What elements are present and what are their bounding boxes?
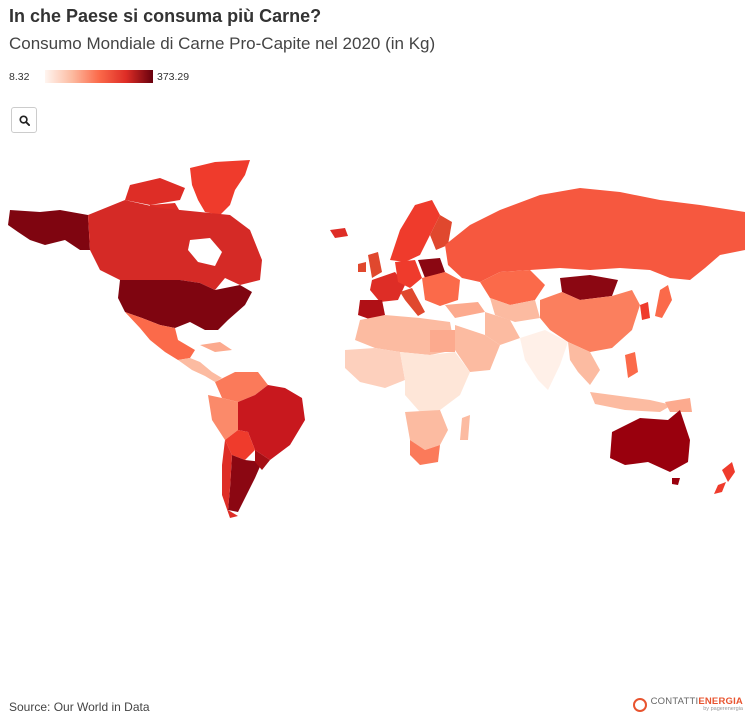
source-note: Source: Our World in Data	[9, 700, 150, 714]
zoom-button[interactable]	[11, 107, 37, 133]
legend-gradient	[45, 70, 153, 83]
country-madagascar[interactable]	[460, 415, 470, 440]
chart-subtitle: Consumo Mondiale di Carne Pro-Capite nel…	[9, 34, 436, 53]
world-map[interactable]	[0, 150, 751, 530]
logo-byline: by pagerenergia	[703, 705, 743, 712]
country-bolivia[interactable]	[225, 430, 255, 460]
country-france[interactable]	[370, 272, 405, 302]
country-poland[interactable]	[418, 258, 445, 278]
country-southeast-asia[interactable]	[568, 342, 600, 385]
country-turkey[interactable]	[445, 302, 485, 318]
country-papua[interactable]	[665, 398, 692, 412]
country-alaska[interactable]	[8, 210, 90, 250]
country-colombia-venezuela[interactable]	[215, 372, 268, 402]
search-icon	[18, 114, 30, 126]
hudson-bay	[188, 238, 222, 266]
country-egypt[interactable]	[430, 330, 455, 352]
country-finland[interactable]	[430, 215, 452, 250]
country-australia[interactable]	[610, 410, 690, 472]
country-central-america[interactable]	[178, 358, 222, 382]
country-mongolia[interactable]	[560, 275, 618, 300]
country-iceland[interactable]	[330, 228, 348, 238]
country-india[interactable]	[520, 330, 568, 390]
country-west-africa[interactable]	[345, 348, 405, 388]
country-south-africa[interactable]	[410, 440, 440, 465]
country-peru[interactable]	[208, 395, 238, 440]
country-indonesia[interactable]	[590, 392, 672, 412]
logo-text-energia: ENERGIA	[698, 696, 743, 707]
country-central-africa[interactable]	[400, 352, 470, 412]
country-argentina[interactable]	[228, 455, 262, 512]
country-kazakhstan[interactable]	[480, 270, 545, 305]
country-brazil[interactable]	[238, 385, 305, 460]
country-korea[interactable]	[640, 302, 650, 320]
chart-title: In che Paese si consuma più Carne?	[9, 6, 322, 26]
country-germany[interactable]	[395, 260, 422, 288]
logo-text-contatti: CONTATTI	[650, 696, 699, 707]
country-philippines[interactable]	[625, 352, 638, 378]
country-uk[interactable]	[358, 252, 382, 278]
country-central-asia[interactable]	[490, 298, 540, 322]
country-italy[interactable]	[400, 288, 425, 316]
country-iran[interactable]	[485, 312, 520, 345]
country-chile[interactable]	[222, 440, 238, 518]
country-cuba[interactable]	[200, 342, 232, 352]
country-canada[interactable]	[88, 200, 262, 290]
logo-circle-icon	[632, 697, 647, 712]
country-greenland[interactable]	[190, 160, 250, 215]
legend-min: 8.32	[9, 71, 30, 83]
legend-max: 373.29	[157, 71, 190, 83]
country-eastern-europe[interactable]	[422, 272, 460, 306]
country-spain[interactable]	[358, 300, 385, 320]
country-russia[interactable]	[445, 188, 745, 282]
country-southern-africa[interactable]	[405, 410, 448, 450]
country-tasmania[interactable]	[672, 478, 680, 485]
country-china[interactable]	[540, 290, 640, 352]
color-legend: 8.32 373.29	[9, 70, 209, 86]
country-japan[interactable]	[655, 285, 672, 318]
country-new-zealand[interactable]	[714, 462, 735, 494]
country-scandinavia[interactable]	[390, 200, 440, 262]
country-mexico[interactable]	[125, 312, 195, 360]
country-uruguay[interactable]	[255, 450, 270, 470]
brand-logo: CONTATTIENERGIA by pagerenergia	[632, 696, 743, 712]
country-saudi-arabia[interactable]	[455, 325, 500, 372]
country-usa[interactable]	[118, 280, 252, 330]
